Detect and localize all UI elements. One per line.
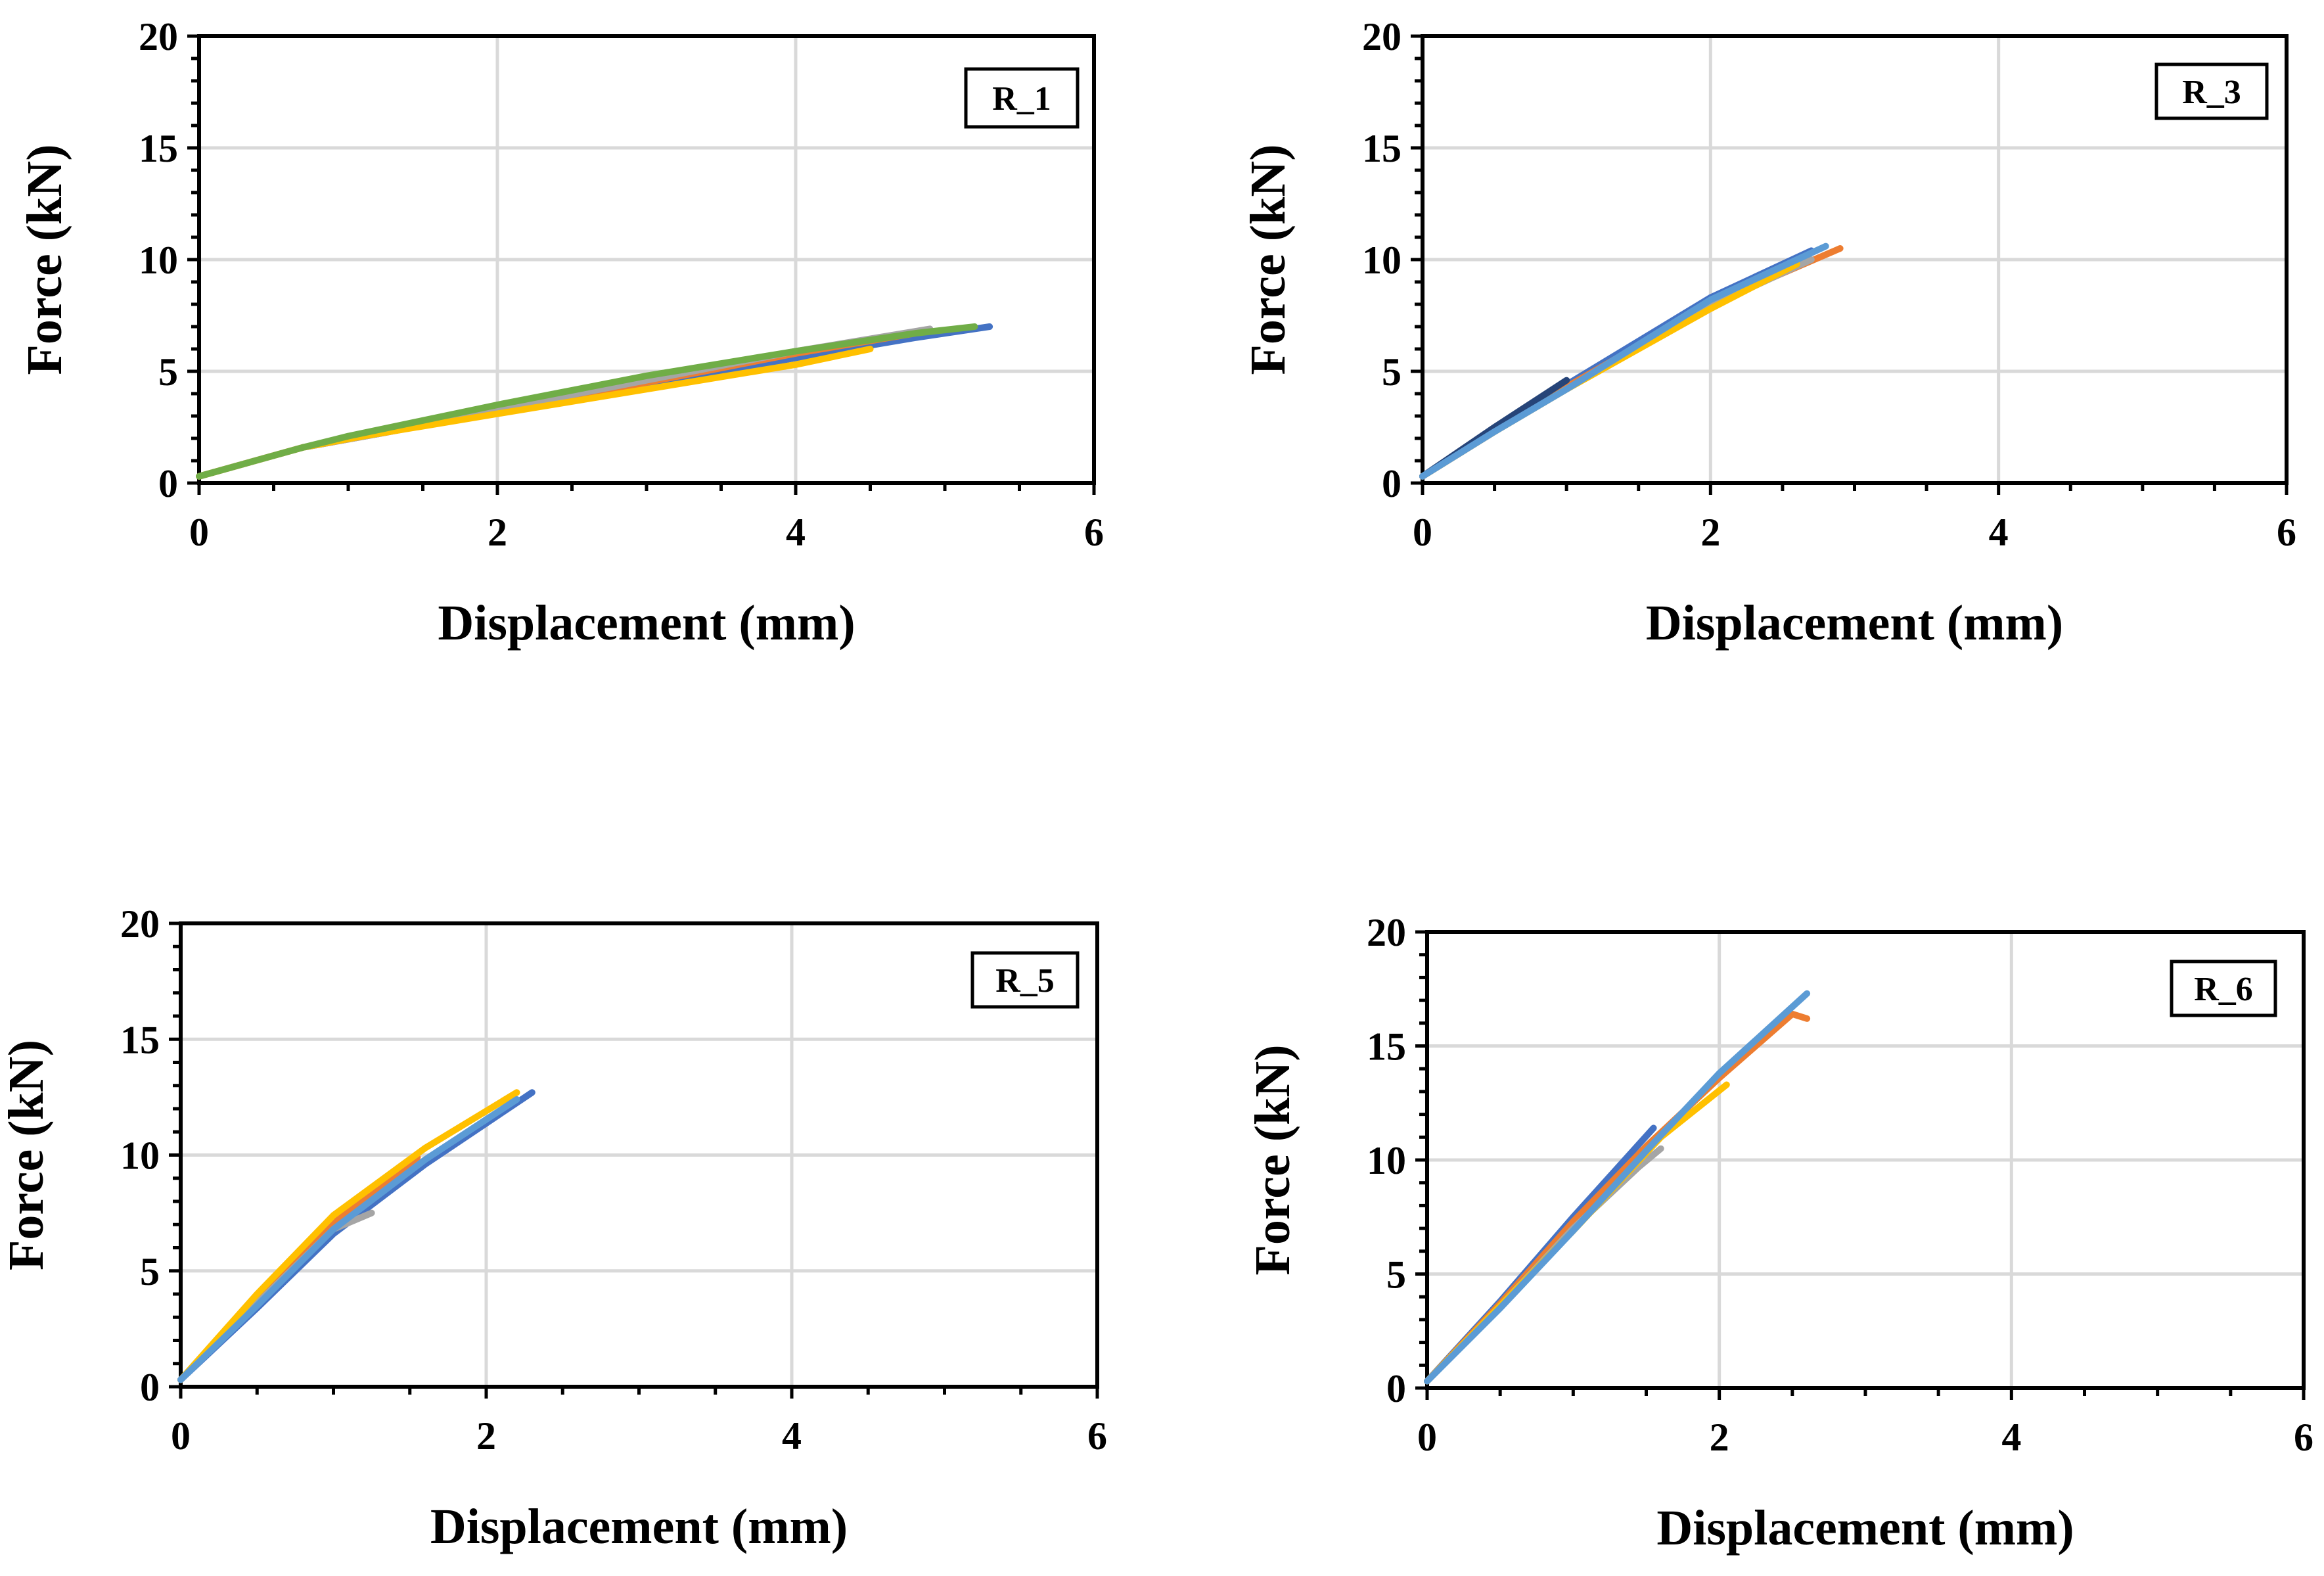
chart-panel-R_1: 0 2 4 6 0 5 10 15 20 Displacement (mm) Force (kN) R…	[17, 15, 1104, 651]
x-axis-title: Displacement (mm)	[438, 595, 855, 651]
series-line-specimen-5	[196, 323, 978, 480]
y-tick-label: 10	[120, 1134, 160, 1178]
panel-label: R_1	[992, 80, 1051, 118]
x-tick-label: 4	[1989, 511, 2009, 554]
y-tick-label: 15	[1362, 127, 1401, 170]
y-tick-label: 5	[158, 350, 178, 394]
x-tick-label: 6	[1087, 1414, 1107, 1458]
panel-label: R_6	[2194, 971, 2253, 1008]
y-tick-label: 20	[139, 15, 178, 58]
x-tick-label: 2	[1710, 1416, 1729, 1459]
y-tick-label: 15	[139, 127, 178, 170]
y-axis-title: Force (kN)	[1241, 144, 1296, 375]
panel-label-box	[2170, 960, 2277, 1017]
y-axis-title: Force (kN)	[0, 1040, 54, 1270]
x-tick-label: 0	[189, 511, 209, 554]
x-tick-label: 4	[2001, 1416, 2021, 1459]
y-tick-label: 10	[139, 239, 178, 282]
y-tick-label: 20	[1367, 911, 1406, 954]
x-axis-title: Displacement (mm)	[1656, 1500, 2074, 1556]
panel-label-box	[2154, 62, 2269, 120]
y-tick-label: 15	[120, 1018, 160, 1061]
y-tick-label: 15	[1367, 1025, 1406, 1069]
series-line-specimen-4	[177, 1089, 520, 1383]
series-line-specimen-4	[196, 346, 874, 480]
y-tick-label: 0	[158, 462, 178, 505]
x-tick-label: 4	[782, 1414, 802, 1458]
x-tick-label: 2	[1700, 511, 1720, 554]
panel-label: R_5	[995, 962, 1055, 1000]
y-tick-label: 5	[1386, 1253, 1406, 1297]
x-tick-label: 2	[476, 1414, 496, 1458]
y-axis-title: Force (kN)	[1245, 1044, 1300, 1275]
y-tick-label: 0	[1386, 1367, 1406, 1410]
y-tick-label: 5	[140, 1250, 160, 1293]
series-line-specimen-2	[1419, 245, 1844, 480]
chart-panel-R_5: 0 2 4 6 0 5 10 15 20 Displacement (mm) Force (kN) R…	[0, 902, 1107, 1554]
x-tick-label: 6	[2277, 511, 2296, 554]
x-tick-label: 6	[2294, 1416, 2313, 1459]
x-tick-label: 0	[1413, 511, 1432, 554]
x-axis-title: Displacement (mm)	[1646, 595, 2063, 651]
series-line-specimen-1	[177, 1089, 535, 1383]
x-tick-label: 0	[1417, 1416, 1437, 1459]
series-line-specimen-5	[177, 1096, 520, 1383]
y-tick-label: 10	[1367, 1139, 1406, 1182]
y-axis-title: Force (kN)	[17, 144, 72, 375]
chart-panel-R_6: 0 2 4 6 0 5 10 15 20 Displacement (mm) Force (kN) R…	[1245, 911, 2313, 1556]
x-axis-title: Displacement (mm)	[430, 1499, 848, 1554]
panel-label-box	[964, 67, 1080, 129]
panel-label: R_3	[2182, 74, 2241, 111]
series-line-specimen-6	[1419, 243, 1829, 480]
y-tick-label: 5	[1382, 350, 1401, 394]
y-tick-label: 0	[1382, 462, 1401, 505]
chart-panel-R_3: 0 2 4 6 0 5 10 15 20 Displacement (mm) Force (kN) R…	[1241, 15, 2296, 651]
x-tick-label: 4	[786, 511, 806, 554]
y-tick-label: 20	[120, 902, 160, 946]
series-line-specimen-5	[1424, 990, 1811, 1385]
x-tick-label: 0	[171, 1414, 191, 1458]
y-tick-label: 20	[1362, 15, 1401, 58]
y-tick-label: 10	[1362, 239, 1401, 282]
panel-label-box	[970, 951, 1080, 1009]
x-tick-label: 6	[1084, 511, 1104, 554]
x-tick-label: 2	[488, 511, 507, 554]
y-tick-label: 0	[140, 1366, 160, 1409]
